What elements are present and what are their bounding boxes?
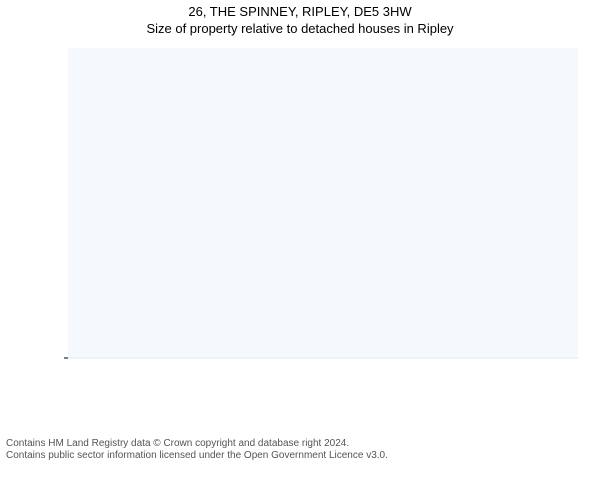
footer-line-2: Contains public sector information licen… — [6, 450, 594, 463]
chart-title-block: 26, THE SPINNEY, RIPLEY, DE5 3HW Size of… — [0, 0, 600, 38]
title-line-2: Size of property relative to detached ho… — [0, 21, 600, 38]
footer-attribution: Contains HM Land Registry data © Crown c… — [0, 436, 600, 463]
plot-background — [68, 48, 578, 358]
histogram-chart — [10, 38, 590, 436]
title-line-1: 26, THE SPINNEY, RIPLEY, DE5 3HW — [0, 4, 600, 21]
footer-line-1: Contains HM Land Registry data © Crown c… — [6, 438, 594, 451]
